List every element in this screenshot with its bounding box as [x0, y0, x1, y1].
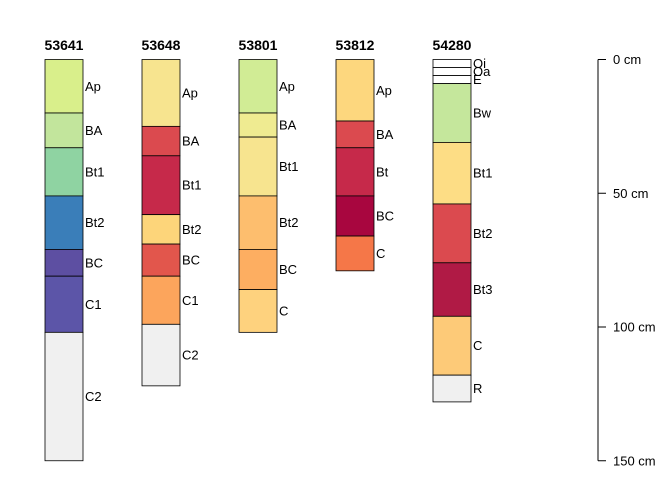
horizon-oi [432, 59, 472, 68]
profile-title: 54280 [433, 37, 472, 53]
horizon-label: Oa [473, 64, 491, 79]
horizon-bt3 [432, 262, 472, 317]
horizon-bc [238, 249, 278, 290]
profile-title: 53641 [45, 37, 84, 53]
horizon-label: BC [279, 262, 297, 277]
depth-tick-label: 150 cm [613, 453, 656, 468]
horizon-label: Ap [279, 79, 295, 94]
horizon-label: Ap [182, 85, 198, 100]
depth-axis: 0 cm 50 cm 100 cm 150 cm [597, 52, 656, 468]
horizon-bc [44, 249, 84, 277]
horizon-label: R [473, 381, 482, 396]
horizon-c [238, 289, 278, 333]
horizon-label: BC [85, 255, 103, 270]
horizon-label: BA [182, 134, 200, 149]
horizon-label: Ap [85, 79, 101, 94]
horizon-ba [238, 112, 278, 138]
horizon-label: C [279, 303, 288, 318]
horizon-label: Bt1 [279, 159, 299, 174]
horizon-label: Bt2 [85, 215, 105, 230]
profile-title: 53801 [239, 37, 278, 53]
horizon-e [432, 75, 472, 84]
horizon-ba [44, 112, 84, 149]
horizon-label: Bt1 [85, 164, 105, 179]
horizon-ap [141, 59, 181, 127]
horizon-label: Bt2 [279, 215, 299, 230]
horizon-label: BC [182, 253, 200, 268]
profiles-layer: 53641 Ap BA Bt1 Bt2 BC C1 C2 53648 Ap BA Bt1 Bt2 BC C1… [44, 37, 493, 462]
horizon-label: Bw [473, 106, 492, 121]
horizon-c1 [141, 275, 181, 325]
horizon-bt2 [141, 214, 181, 245]
horizon-label: E [473, 72, 482, 87]
horizon-label: Bt1 [182, 178, 202, 193]
horizon-label: Bt1 [473, 166, 493, 181]
horizon-bt2 [238, 195, 278, 250]
horizon-label: C [376, 246, 385, 261]
horizon-bc [141, 243, 181, 277]
horizon-ap [238, 59, 278, 114]
depth-tick-label: 50 cm [613, 186, 648, 201]
horizon-label: BC [376, 208, 394, 223]
horizon-ap [44, 59, 84, 114]
horizon-c2 [141, 323, 181, 387]
horizon-bt1 [141, 155, 181, 216]
horizon-bt2 [432, 203, 472, 264]
profile-title: 53648 [142, 37, 181, 53]
horizon-bt1 [44, 147, 84, 197]
depth-tick-label: 100 cm [613, 320, 656, 335]
profile-title: 53812 [336, 37, 375, 53]
profile-53801: 53801 Ap BA Bt1 Bt2 BC C [238, 37, 299, 333]
horizon-bt1 [238, 136, 278, 197]
profile-53812: 53812 Ap BA Bt BC C [335, 37, 394, 272]
depth-tick-label: 0 cm [613, 52, 641, 67]
horizon-bc [335, 195, 375, 237]
horizon-ba [141, 125, 181, 157]
horizon-bt2 [44, 195, 84, 250]
horizon-label: Bt3 [473, 282, 493, 297]
horizon-c [432, 315, 472, 376]
horizon-label: C2 [85, 389, 102, 404]
horizon-label: Oi [473, 56, 486, 71]
horizon-bw [432, 83, 472, 143]
horizon-label: C1 [182, 293, 199, 308]
horizon-label: BA [376, 127, 394, 142]
horizon-c1 [44, 275, 84, 333]
horizon-bt1 [432, 142, 472, 205]
horizon-label: C [473, 338, 482, 353]
horizon-label: Ap [376, 83, 392, 98]
horizon-label: C2 [182, 348, 199, 363]
horizon-label: BA [85, 123, 103, 138]
profile-53648: 53648 Ap BA Bt1 Bt2 BC C1 C2 [141, 37, 202, 387]
profile-53641: 53641 Ap BA Bt1 Bt2 BC C1 C2 [44, 37, 105, 462]
horizon-r [432, 374, 472, 403]
horizon-label: BA [279, 118, 297, 133]
horizon-label: C1 [85, 297, 102, 312]
horizon-oa [432, 67, 472, 76]
horizon-label: Bt2 [473, 226, 493, 241]
horizon-c2 [44, 331, 84, 462]
horizon-bt [335, 147, 375, 197]
horizon-ba [335, 120, 375, 149]
horizon-label: Bt2 [182, 222, 202, 237]
horizon-ap [335, 59, 375, 122]
horizon-label: Bt [376, 164, 389, 179]
horizon-c [335, 235, 375, 272]
